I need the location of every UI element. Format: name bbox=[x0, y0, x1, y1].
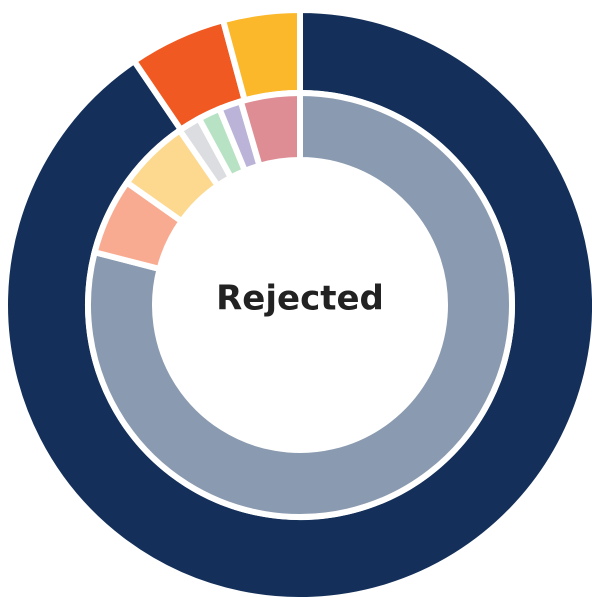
rings bbox=[2, 6, 592, 597]
donut-segment bbox=[237, 89, 303, 170]
center-label: Rejected bbox=[216, 279, 384, 319]
donut-segment bbox=[85, 89, 515, 520]
